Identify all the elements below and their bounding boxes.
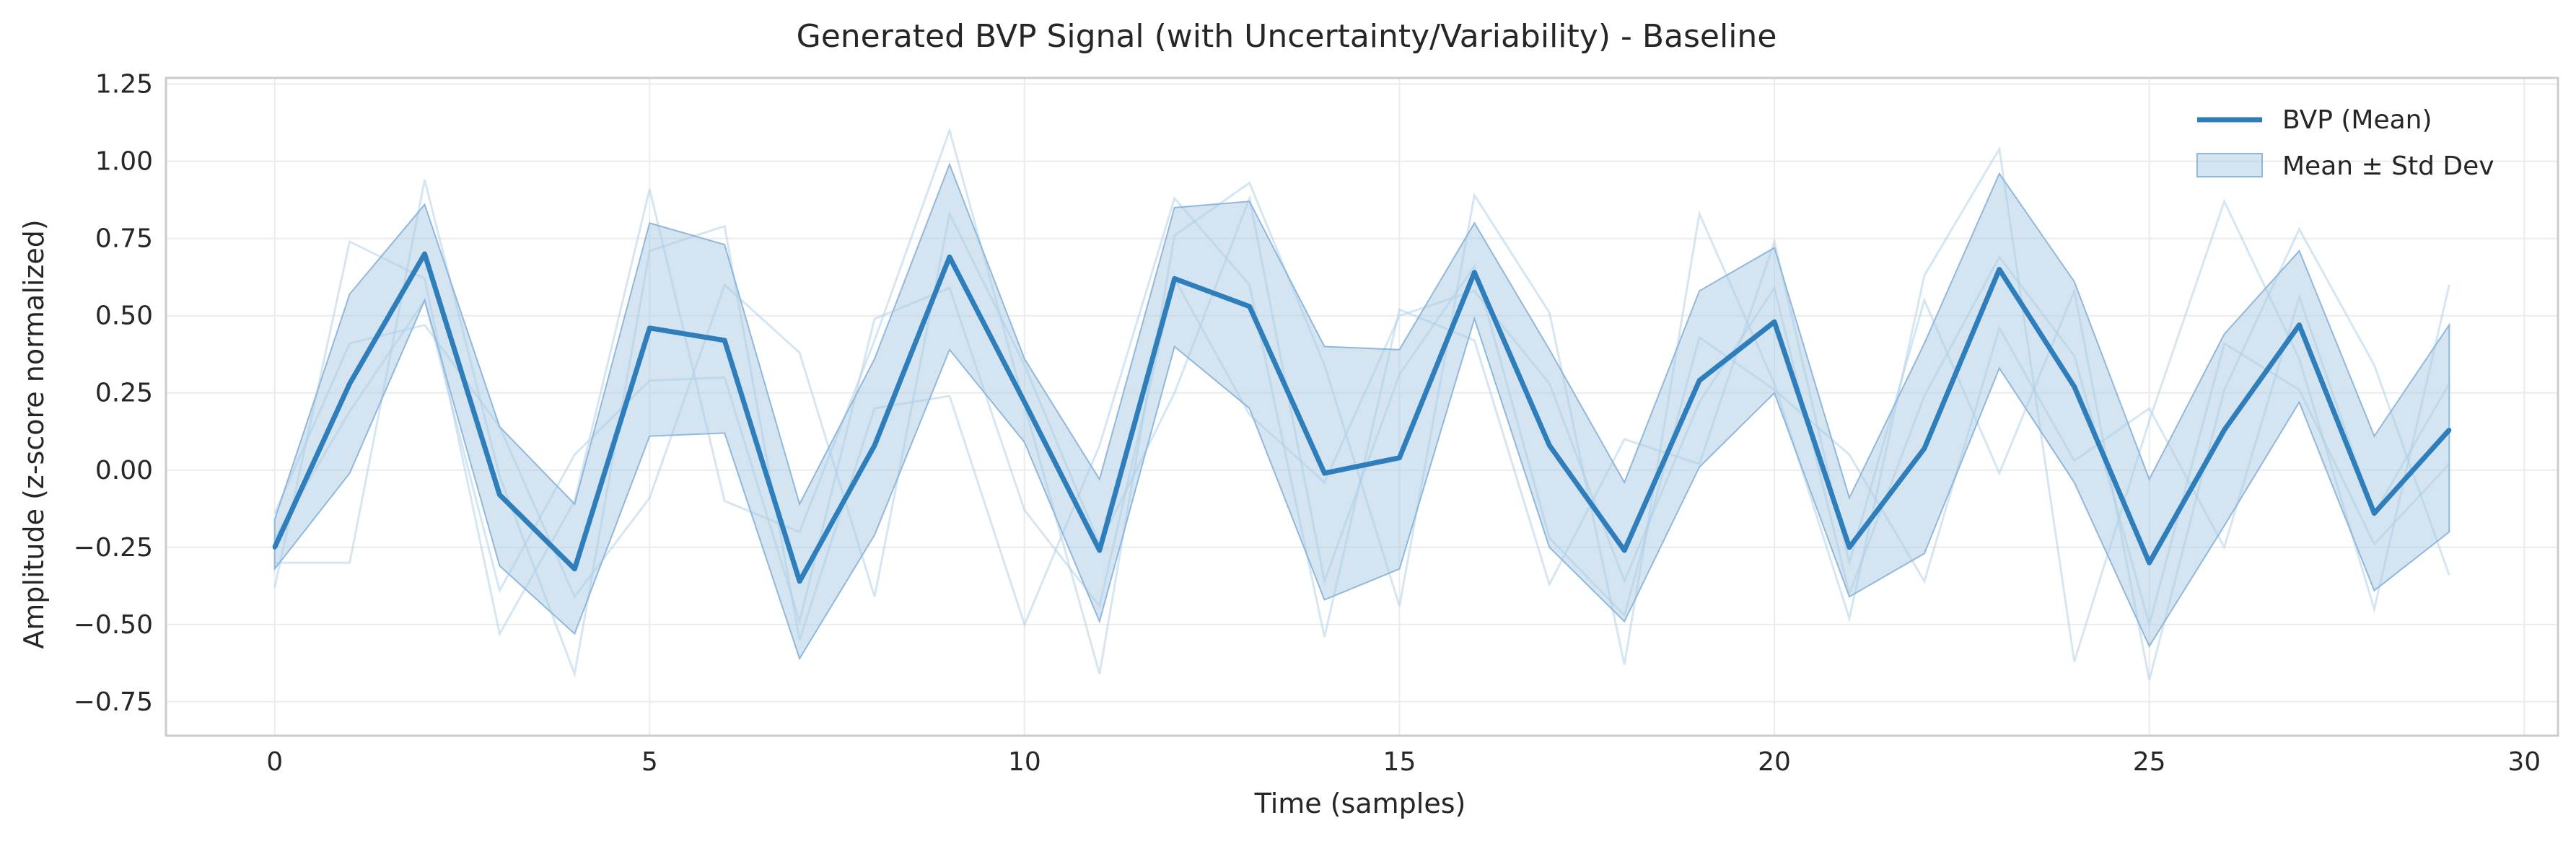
mean-data-point (872, 443, 877, 448)
y-tick-label: 0.50 (95, 301, 153, 331)
x-tick-label: 15 (1383, 747, 1416, 777)
y-tick-label: −0.50 (74, 610, 153, 640)
std-dev-band (273, 162, 2450, 661)
mean-data-point (272, 545, 277, 550)
y-tick-label: −0.25 (74, 533, 153, 563)
mean-data-point (1547, 443, 1552, 448)
mean-data-point (422, 252, 427, 257)
chart-title: Generated BVP Signal (with Uncertainty/V… (797, 18, 1777, 55)
mean-data-point (647, 325, 652, 330)
mean-data-point (2297, 322, 2302, 327)
legend-band-label: Mean ± Std Dev (2282, 151, 2494, 181)
mean-data-point (572, 566, 577, 571)
mean-data-point (1247, 304, 1252, 309)
x-tick-labels: 0 5 10 15 20 25 30 (266, 747, 2541, 777)
x-tick-label: 5 (641, 747, 658, 777)
mean-line-layer (272, 251, 2452, 584)
y-tick-label: 0.25 (95, 379, 153, 408)
mean-data-point (947, 255, 952, 260)
y-tick-labels: −0.75 −0.50 −0.25 0.00 0.25 0.50 0.75 1.00 1.25 (74, 70, 153, 717)
mean-data-point (1397, 455, 1402, 460)
x-tick-label: 25 (2133, 747, 2166, 777)
y-tick-label: −0.75 (74, 687, 153, 717)
y-tick-label: 1.25 (95, 70, 153, 100)
mean-data-point (1172, 276, 1177, 281)
mean-data-point (2447, 428, 2452, 433)
y-axis-label: Amplitude (z-score normalized) (18, 219, 50, 648)
mean-data-point (1772, 320, 1777, 325)
mean-data-point (1322, 471, 1327, 476)
legend-mean-label: BVP (Mean) (2282, 105, 2432, 135)
mean-data-point (722, 338, 727, 343)
mean-data-point (797, 578, 802, 584)
x-axis-label: Time (samples) (1254, 788, 1466, 819)
mean-data-point (2147, 560, 2152, 565)
mean-data-point (497, 493, 502, 498)
mean-data-point (347, 381, 352, 386)
mean-data-point (2372, 511, 2377, 516)
mean-data-point (2072, 384, 2077, 389)
mean-data-point (1622, 548, 1627, 553)
mean-data-point (1846, 545, 1852, 550)
legend-band-swatch (2196, 153, 2263, 177)
legend: BVP (Mean) Mean ± Std Dev (2196, 105, 2494, 181)
mean-data-point (2222, 428, 2227, 433)
mean-data-point (1472, 270, 1477, 275)
mean-data-point (1097, 548, 1102, 553)
mean-data-point (1697, 378, 1702, 383)
mean-data-point (1997, 267, 2002, 272)
mean-series-line (272, 251, 2451, 584)
x-tick-label: 20 (1758, 747, 1791, 777)
std-dev-band-layer (273, 162, 2450, 661)
x-tick-label: 10 (1008, 747, 1041, 777)
x-tick-label: 30 (2507, 747, 2541, 777)
plot-frame (165, 76, 2559, 737)
y-tick-label: 1.00 (95, 147, 153, 177)
mean-data-point (1022, 400, 1027, 405)
y-tick-label: 0.00 (95, 456, 153, 485)
mean-data-point (1922, 446, 1927, 451)
x-tick-label: 0 (266, 747, 283, 777)
y-tick-label: 0.75 (95, 224, 153, 254)
